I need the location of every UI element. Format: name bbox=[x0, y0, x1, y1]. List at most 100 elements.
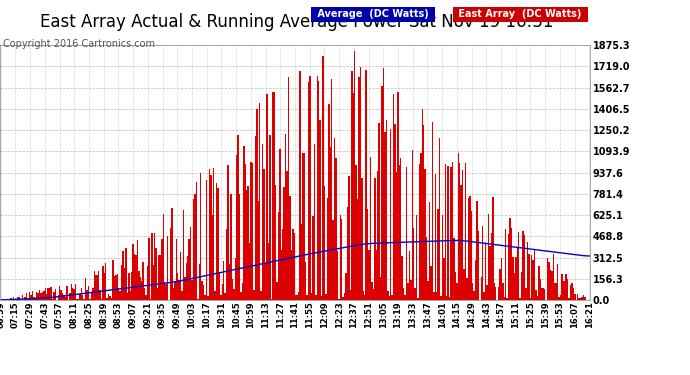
Bar bbox=[326, 198, 328, 300]
Bar bbox=[455, 272, 456, 300]
Bar bbox=[492, 197, 493, 300]
Bar bbox=[522, 231, 524, 300]
Bar bbox=[475, 260, 476, 300]
Bar bbox=[339, 215, 341, 300]
Bar bbox=[57, 295, 59, 300]
Bar bbox=[581, 297, 583, 300]
Bar bbox=[517, 248, 518, 300]
Bar bbox=[391, 295, 393, 300]
Bar bbox=[260, 291, 262, 300]
Bar bbox=[281, 251, 282, 300]
Bar bbox=[534, 250, 535, 300]
Bar bbox=[99, 291, 101, 300]
Bar bbox=[465, 164, 466, 300]
Bar bbox=[105, 263, 106, 300]
Bar bbox=[550, 270, 551, 300]
Bar bbox=[102, 266, 103, 300]
Bar bbox=[86, 290, 88, 300]
Bar bbox=[501, 258, 502, 300]
Bar bbox=[353, 93, 354, 300]
Bar bbox=[370, 157, 371, 300]
Bar bbox=[584, 297, 586, 300]
Bar bbox=[78, 299, 79, 300]
Bar bbox=[521, 272, 522, 300]
Bar bbox=[285, 134, 286, 300]
Bar bbox=[504, 297, 505, 300]
Bar bbox=[415, 288, 416, 300]
Bar bbox=[399, 165, 400, 300]
Bar bbox=[520, 298, 521, 300]
Bar bbox=[282, 229, 284, 300]
Bar bbox=[147, 266, 148, 300]
Bar bbox=[97, 275, 98, 300]
Bar bbox=[375, 251, 377, 300]
Bar bbox=[66, 286, 68, 300]
Bar bbox=[121, 266, 122, 300]
Bar bbox=[317, 76, 318, 300]
Bar bbox=[46, 294, 48, 300]
Bar bbox=[574, 294, 575, 300]
Bar bbox=[248, 186, 249, 300]
Bar bbox=[128, 273, 130, 300]
Bar bbox=[442, 215, 443, 300]
Bar bbox=[433, 292, 435, 300]
Bar bbox=[551, 271, 553, 300]
Bar bbox=[19, 297, 20, 300]
Bar bbox=[315, 294, 317, 300]
Bar bbox=[188, 238, 190, 300]
Bar bbox=[334, 138, 335, 300]
Bar bbox=[525, 288, 526, 300]
Bar bbox=[373, 289, 374, 300]
Bar bbox=[491, 233, 492, 300]
Bar bbox=[172, 288, 174, 300]
Bar bbox=[540, 279, 541, 300]
Bar bbox=[288, 77, 289, 300]
Bar bbox=[328, 104, 330, 300]
Bar bbox=[196, 182, 197, 300]
Bar bbox=[468, 198, 469, 300]
Bar bbox=[358, 77, 359, 300]
Bar bbox=[141, 281, 142, 300]
Bar bbox=[95, 275, 97, 300]
Bar bbox=[553, 254, 554, 300]
Bar bbox=[348, 176, 350, 300]
Bar bbox=[4, 299, 6, 300]
Bar bbox=[32, 291, 33, 300]
Bar bbox=[43, 291, 45, 300]
Bar bbox=[75, 284, 77, 300]
Bar bbox=[183, 210, 184, 300]
Bar bbox=[213, 168, 215, 300]
Bar bbox=[413, 228, 415, 300]
Bar bbox=[186, 263, 187, 300]
Bar bbox=[331, 79, 333, 300]
Bar bbox=[299, 71, 301, 300]
Bar bbox=[562, 281, 564, 300]
Bar bbox=[554, 283, 555, 300]
Bar bbox=[199, 264, 200, 300]
Bar bbox=[270, 299, 272, 300]
Bar bbox=[486, 285, 488, 300]
Bar bbox=[301, 224, 302, 300]
Bar bbox=[511, 228, 512, 300]
Bar bbox=[7, 299, 9, 300]
Bar bbox=[158, 255, 159, 300]
Bar bbox=[472, 283, 473, 300]
Bar bbox=[367, 210, 368, 300]
Bar bbox=[451, 167, 452, 300]
Bar bbox=[333, 220, 334, 300]
Bar bbox=[139, 277, 141, 300]
Bar bbox=[512, 257, 513, 300]
Bar bbox=[115, 275, 117, 300]
Bar bbox=[170, 228, 171, 300]
Bar bbox=[72, 288, 73, 300]
Bar bbox=[419, 164, 420, 300]
Bar bbox=[528, 254, 529, 300]
Bar bbox=[122, 251, 124, 300]
Bar bbox=[426, 237, 427, 300]
Bar bbox=[217, 188, 219, 300]
Bar bbox=[344, 293, 345, 300]
Bar bbox=[526, 242, 528, 300]
Bar bbox=[558, 297, 560, 300]
Bar bbox=[363, 291, 364, 300]
Bar bbox=[230, 194, 232, 300]
